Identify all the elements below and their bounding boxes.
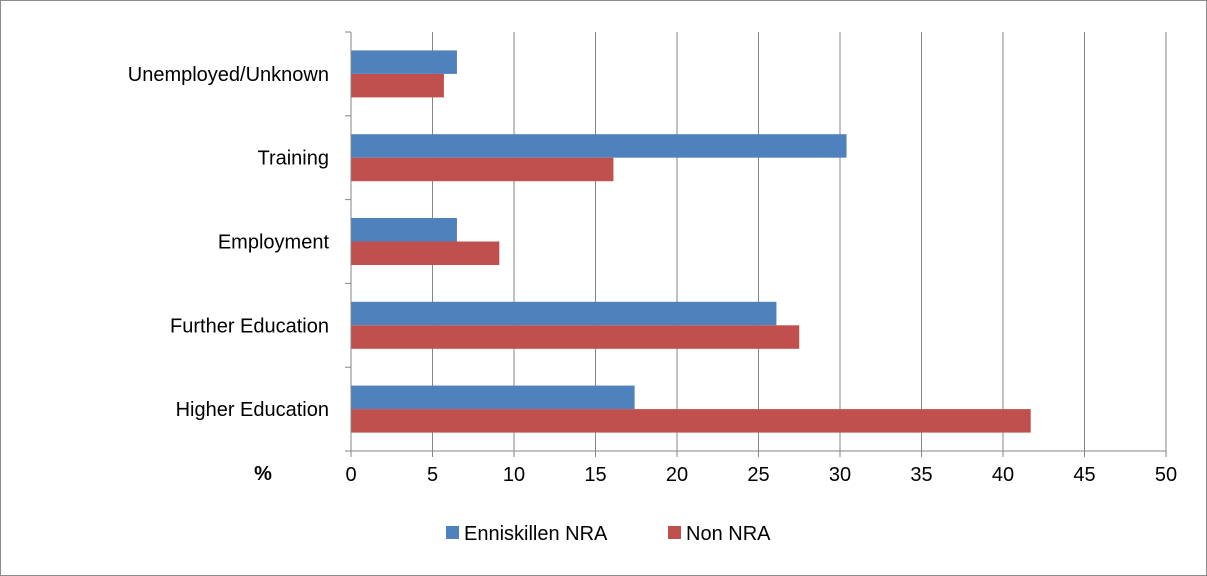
x-tick-label: 30 [829, 464, 851, 486]
x-tick-label: 50 [1155, 464, 1177, 486]
bar-enniskillen-nra [351, 301, 777, 326]
bar-enniskillen-nra [351, 134, 847, 158]
y-category-label: Employment [218, 232, 330, 254]
x-tick-label: 40 [992, 464, 1014, 486]
y-category-label: Unemployed/Unknown [128, 64, 329, 86]
axes [345, 31, 1167, 457]
bar-non-nra [351, 325, 800, 349]
bar-non-nra [351, 409, 1031, 433]
bar-enniskillen-nra [351, 50, 457, 74]
x-tick-label: 0 [345, 464, 356, 486]
bars [351, 50, 1031, 433]
x-tick-label: 45 [1073, 464, 1095, 486]
x-tick-label: 20 [666, 464, 688, 486]
legend: Enniskillen NRA Non NRA [446, 523, 771, 545]
x-tick-label: 35 [910, 464, 932, 486]
x-tick-label: 15 [584, 464, 606, 486]
legend-label: Enniskillen NRA [464, 523, 608, 545]
bar-enniskillen-nra [351, 385, 635, 410]
x-tick-label: 25 [747, 464, 769, 486]
bar-non-nra [351, 157, 614, 182]
x-tick-label: 5 [427, 464, 438, 486]
legend-swatch [668, 526, 681, 539]
bar-non-nra [351, 241, 500, 265]
y-category-label: Training [257, 148, 329, 170]
bar-enniskillen-nra [351, 218, 457, 242]
y-category-label: Further Education [170, 315, 329, 337]
x-tick-label: 10 [503, 464, 525, 486]
bar-non-nra [351, 73, 444, 98]
labels: 0 5 10 15 20 25 30 35 40 45 50 Higher Education Furt… [128, 64, 1177, 486]
y-category-label: Higher Education [176, 399, 329, 421]
gridlines [432, 32, 1167, 451]
x-axis-unit-label: % [254, 463, 272, 485]
legend-label: Non NRA [686, 523, 771, 545]
legend-swatch [446, 526, 459, 539]
